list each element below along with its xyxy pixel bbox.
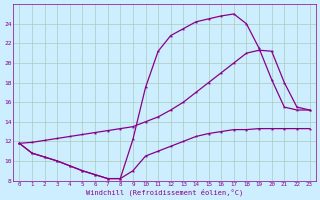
X-axis label: Windchill (Refroidissement éolien,°C): Windchill (Refroidissement éolien,°C) [86,188,243,196]
